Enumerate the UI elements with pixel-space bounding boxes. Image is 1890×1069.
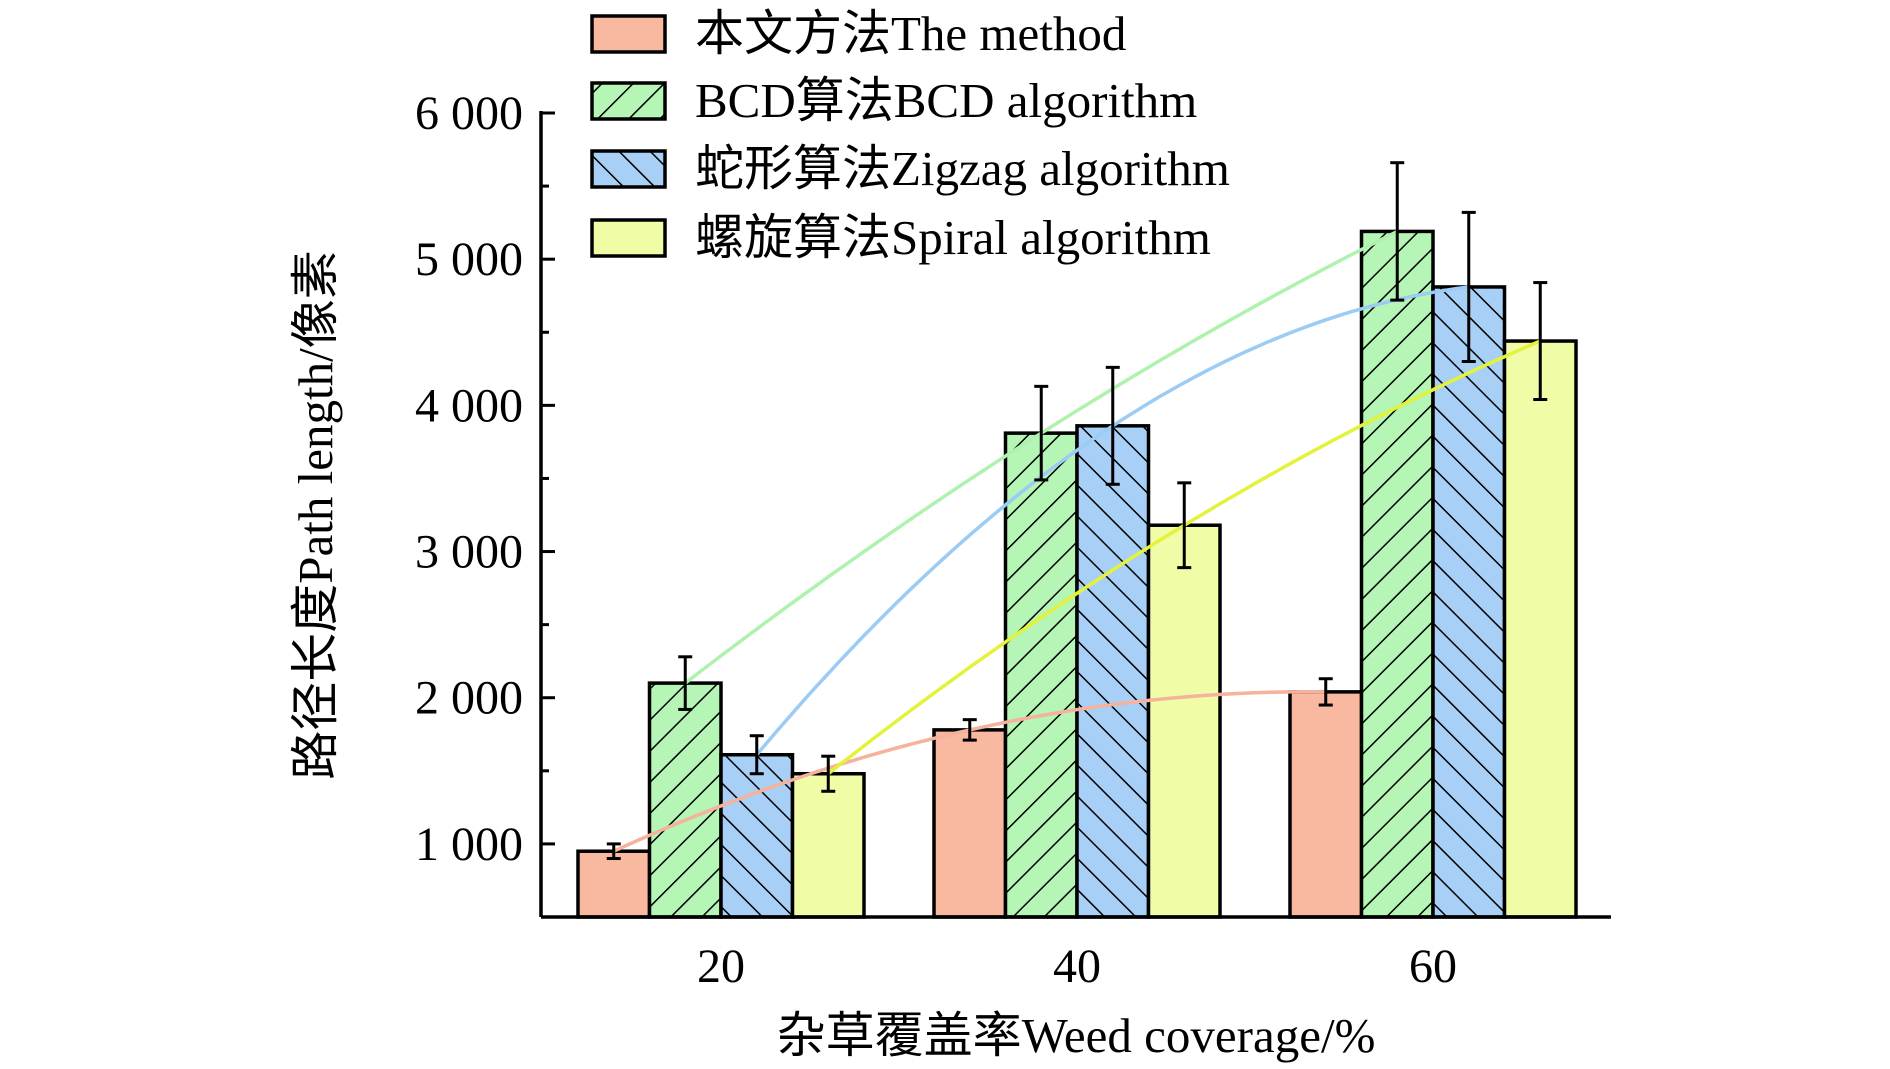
legend-label: 本文方法The method xyxy=(695,6,1126,61)
y-tick-label: 6 000 xyxy=(415,87,523,140)
x-tick-label: 20 xyxy=(697,940,745,993)
legend-swatch-outline xyxy=(590,81,667,121)
y-tick-label: 1 000 xyxy=(415,818,523,871)
y-tick-label: 2 000 xyxy=(415,672,523,725)
bar xyxy=(1148,525,1220,917)
x-tick-label: 40 xyxy=(1053,940,1101,993)
bars-layer xyxy=(576,229,1578,919)
y-tick-label: 4 000 xyxy=(415,379,523,432)
legend-swatch-hatch xyxy=(592,151,665,187)
bar-hatch xyxy=(1361,231,1433,917)
bar-hatch xyxy=(1005,433,1077,917)
legend-swatch-hatch xyxy=(592,83,665,119)
legend-swatch-outline xyxy=(590,149,667,189)
y-tick-label: 3 000 xyxy=(415,526,523,579)
bar xyxy=(934,729,1006,917)
axes: 1 000 2 000 3 000 4 000 5 000 6 000 20 40 60 xyxy=(415,87,1611,993)
bar-hatch xyxy=(721,754,793,917)
bar xyxy=(792,773,864,917)
y-axis-label: 路径长度Path length/像素 xyxy=(288,250,343,779)
x-tick-label: 60 xyxy=(1409,940,1457,993)
legend-swatch xyxy=(592,220,665,256)
bar-hatch xyxy=(1077,425,1149,917)
y-tick-label: 5 000 xyxy=(415,233,523,286)
bar-hatch xyxy=(649,683,721,917)
legend-label: BCD算法BCD algorithm xyxy=(695,73,1197,128)
bar xyxy=(578,851,650,917)
x-axis-label: 杂草覆盖率Weed coverage/% xyxy=(777,1008,1376,1063)
legend-label: 螺旋算法Spiral algorithm xyxy=(695,210,1211,265)
legend-swatch xyxy=(592,16,665,52)
bar xyxy=(1504,341,1576,917)
legend-label: 蛇形算法Zigzag algorithm xyxy=(695,141,1230,196)
legend-swatch-outline xyxy=(590,14,667,54)
bar-hatch xyxy=(1433,286,1505,917)
legend-swatch-outline xyxy=(590,218,667,258)
bar xyxy=(1290,691,1362,917)
legend: 本文方法The method BCD算法BCD algorithm 蛇形算法Zigz… xyxy=(590,6,1230,265)
error-bars-layer xyxy=(606,161,1548,861)
